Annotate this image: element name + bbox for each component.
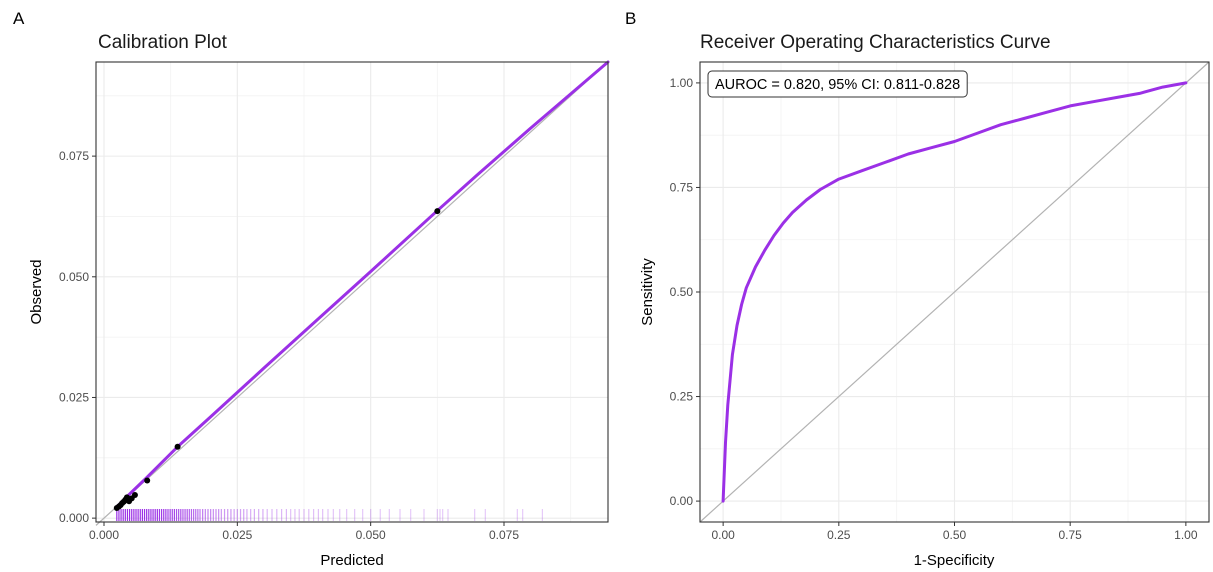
roc-plot-ticks: 0.00 0.25 0.50 0.75 1.00 0.00 0.25 0.50 0.75 1.00	[670, 76, 1198, 542]
auroc-annotation-text: AUROC = 0.820, 95% CI: 0.811-0.828	[715, 77, 960, 93]
roc-curve	[721, 81, 1188, 503]
calibration-plot-title: Calibration Plot	[98, 32, 228, 53]
a-data-point	[434, 208, 441, 215]
b-y-tick-label: 1.00	[670, 76, 694, 90]
a-x-tick-label: 0.075	[489, 528, 519, 542]
calibration-plot-border	[95, 61, 609, 523]
panel-b: B Receiver Operating Characteristics Cur…	[625, 9, 1210, 569]
b-y-tick-label: 0.75	[670, 180, 694, 194]
a-data-point	[174, 443, 181, 450]
b-series-line	[721, 81, 1188, 503]
panel-b-letter: B	[625, 9, 636, 28]
a-y-tick-label: 0.075	[59, 149, 89, 163]
a-x-tick-label: 0.050	[356, 528, 386, 542]
auroc-annotation: AUROC = 0.820, 95% CI: 0.811-0.828	[707, 70, 968, 98]
a-data-point	[144, 477, 151, 484]
b-y-tick-label: 0.25	[670, 390, 694, 404]
b-y-tick-label: 0.00	[670, 494, 694, 508]
roc-y-axis-title: Sensitivity	[639, 258, 656, 326]
b-x-tick-label: 0.50	[943, 528, 967, 542]
calibration-points	[113, 208, 441, 512]
auroc-annotation-box	[707, 70, 968, 98]
a-y-tick-label: 0.000	[59, 511, 89, 525]
b-reference-diagonal	[699, 61, 1210, 523]
a-reference-diagonal	[95, 61, 609, 526]
a-y-tick-label: 0.025	[59, 390, 89, 404]
panel-a-letter: A	[13, 9, 25, 28]
calibration-x-axis-title: Predicted	[320, 552, 383, 569]
b-x-tick-label: 0.75	[1059, 528, 1083, 542]
a-x-tick-label: 0.000	[89, 528, 119, 542]
panel-a: A Calibration Plot 0.000 0.025 0.050 0.0750…	[13, 9, 610, 569]
roc-x-axis-title: 1-Specificity	[914, 552, 995, 569]
a-data-point	[131, 491, 138, 498]
b-y-tick-label: 0.50	[670, 285, 694, 299]
b-x-tick-label: 0.25	[827, 528, 851, 542]
a-y-tick-label: 0.050	[59, 270, 89, 284]
calibration-y-axis-title: Observed	[28, 259, 45, 324]
roc-curve-title: Receiver Operating Characteristics Curve	[700, 32, 1051, 53]
calibration-reference-line	[95, 61, 609, 526]
calibration-plot-ticks: 0.000 0.025 0.050 0.075 0.000 0.025 0.050 0.075	[59, 149, 519, 542]
roc-reference-line	[699, 61, 1210, 523]
b-x-tick-label: 1.00	[1174, 528, 1198, 542]
calibration-plot-grid	[96, 62, 608, 522]
a-x-tick-label: 0.025	[222, 528, 252, 542]
b-x-tick-label: 0.00	[711, 528, 735, 542]
calibration-rug	[116, 509, 544, 521]
